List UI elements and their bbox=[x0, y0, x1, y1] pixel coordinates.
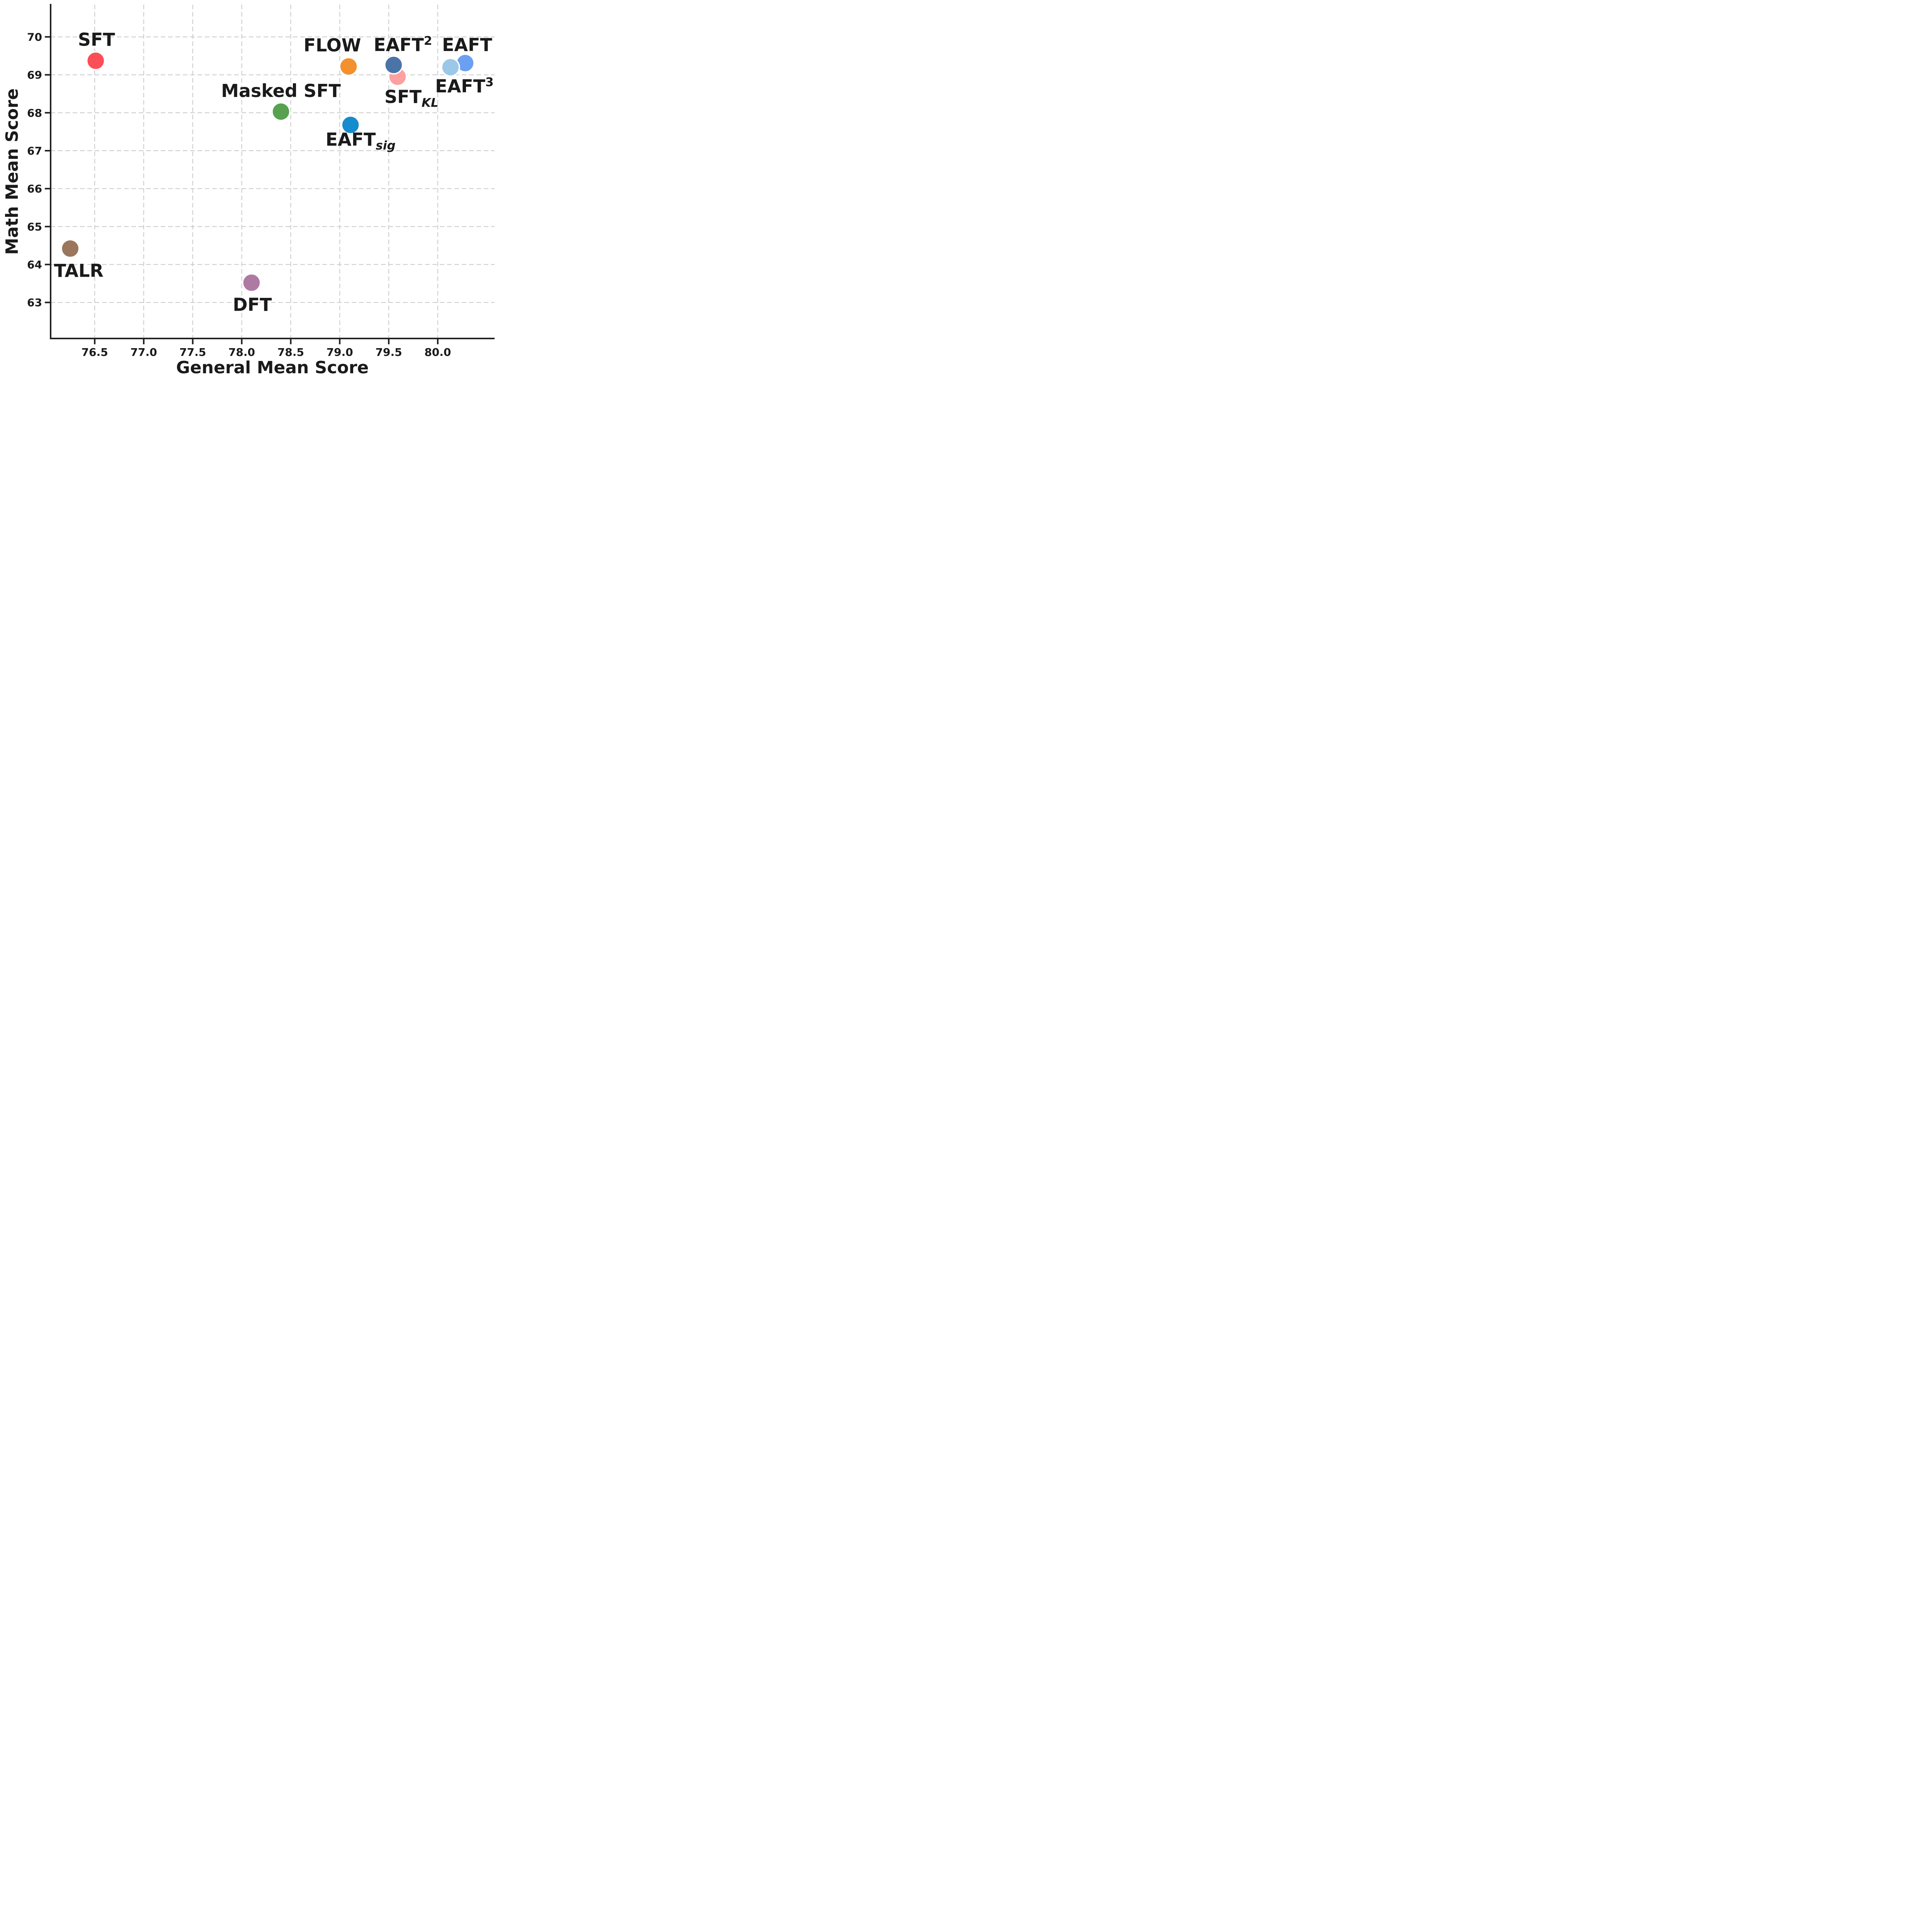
scatter-point-DFT bbox=[242, 273, 261, 293]
y-tick-label-67: 67 bbox=[27, 145, 42, 157]
point-label-TALR: TALR bbox=[54, 260, 104, 281]
point-label-DFT: DFT bbox=[233, 294, 272, 315]
scatter-point-Masked-SFT bbox=[271, 102, 291, 121]
x-tick-label-77.5: 77.5 bbox=[179, 346, 206, 359]
point-label-FLOW: FLOW bbox=[304, 35, 361, 56]
x-tick-label-80.0: 80.0 bbox=[424, 346, 451, 359]
point-label-SFT: SFT bbox=[78, 29, 116, 50]
scatter-point-EAFT-sig bbox=[341, 115, 360, 134]
point-label-EAFT-2: EAFT2 bbox=[374, 34, 432, 55]
y-tick-label-63: 63 bbox=[27, 296, 42, 309]
y-tick-label-64: 64 bbox=[27, 259, 42, 271]
y-tick-label-70: 70 bbox=[27, 31, 42, 43]
y-tick-label-66: 66 bbox=[27, 182, 42, 195]
scatter-point-SFT bbox=[86, 51, 105, 71]
x-tick-label-77.0: 77.0 bbox=[130, 346, 157, 359]
scatter-figure: 76.5 77.0 77.5 78.0 78.5 79.0 79.5 80.0 63 64 65 66… bbox=[0, 0, 495, 384]
point-label-EAFT: EAFT bbox=[442, 34, 492, 55]
scatter-point-TALR bbox=[60, 239, 80, 259]
x-tick-label-79.0: 79.0 bbox=[327, 346, 353, 359]
point-label-EAFT-3: EAFT3 bbox=[435, 75, 493, 97]
point-label-EAFT-sig: EAFTsig bbox=[326, 129, 396, 153]
x-tick-label-76.5: 76.5 bbox=[82, 346, 108, 359]
chart-canvas: 76.5 77.0 77.5 78.0 78.5 79.0 79.5 80.0 63 64 65 66… bbox=[27, 4, 495, 359]
x-axis-title: General Mean Score bbox=[176, 358, 369, 378]
x-tick-label-78.0: 78.0 bbox=[228, 346, 255, 359]
y-tick-label-65: 65 bbox=[27, 220, 42, 233]
y-tick-label-68: 68 bbox=[27, 107, 42, 119]
x-tick-label-78.5: 78.5 bbox=[277, 346, 304, 359]
scatter-point-EAFT-3 bbox=[441, 58, 460, 77]
scatter-point-FLOW bbox=[339, 57, 358, 76]
point-label-SFT-KL: SFTKL bbox=[384, 87, 439, 110]
y-tick-label-69: 69 bbox=[27, 69, 42, 82]
x-tick-label-79.5: 79.5 bbox=[376, 346, 402, 359]
scatter-point-EAFT-2 bbox=[384, 55, 403, 75]
y-axis-title: Math Mean Score bbox=[2, 88, 22, 255]
point-label-Masked-SFT: Masked SFT bbox=[221, 80, 341, 101]
